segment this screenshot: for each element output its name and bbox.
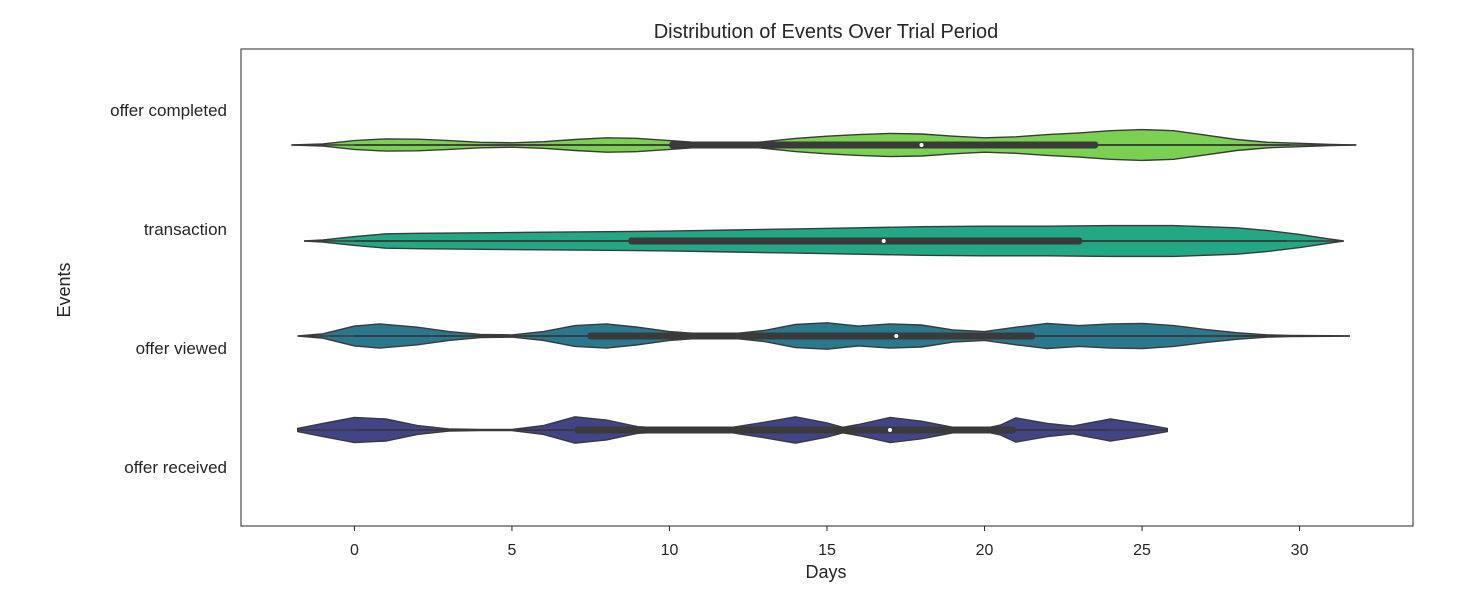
x-tick-label: 20 <box>976 542 994 559</box>
plot-frame <box>240 48 1414 527</box>
violin-iqr-box <box>587 332 1035 340</box>
violin-median <box>919 143 924 147</box>
x-axis: 0 5 10 15 20 25 30 <box>350 526 1309 559</box>
violin-iqr-box <box>574 426 1017 434</box>
violin-median <box>894 334 899 338</box>
y-tick-label: offer completed <box>110 101 227 120</box>
x-axis-label: Days <box>805 562 846 582</box>
violin-iqr-box <box>669 141 1098 149</box>
x-tick-label: 10 <box>661 542 679 559</box>
violins-layer <box>291 128 1357 444</box>
y-tick-labels: offer completed transaction offer viewed of… <box>110 101 227 477</box>
x-tick-label: 5 <box>507 542 516 559</box>
y-tick-label: transaction <box>144 220 227 239</box>
y-tick-label: offer viewed <box>136 339 227 358</box>
y-tick-label: offer received <box>124 458 227 477</box>
violin-median <box>888 428 893 432</box>
x-tick-label: 30 <box>1291 542 1309 559</box>
x-tick-label: 15 <box>818 542 836 559</box>
violin-iqr-box <box>628 237 1083 245</box>
chart-title: Distribution of Events Over Trial Period <box>654 21 999 43</box>
x-tick-label: 25 <box>1133 542 1151 559</box>
x-tick-label: 0 <box>350 542 359 559</box>
y-axis-label: Events <box>54 262 74 317</box>
violin-median <box>881 239 886 243</box>
